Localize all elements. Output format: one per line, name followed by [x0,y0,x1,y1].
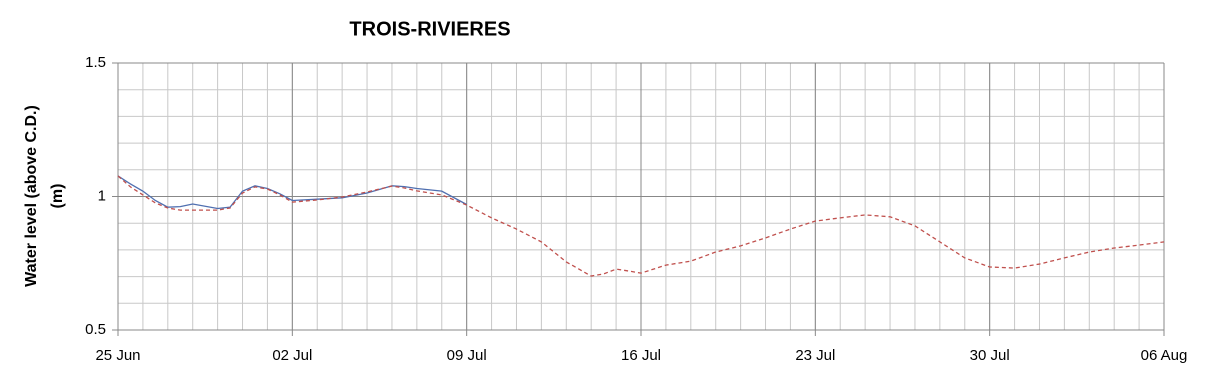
y-axis-label: Water level (above C.D.) [23,105,40,287]
y-tick-label: 1 [98,187,106,204]
x-tick-label: 30 Jul [970,347,1010,364]
x-tick-label: 25 Jun [95,347,140,364]
x-tick-label: 09 Jul [447,347,487,364]
x-tick-label: 23 Jul [795,347,835,364]
chart-title: TROIS-RIVIERES [349,18,510,40]
x-tick-label: 16 Jul [621,347,661,364]
series-line [117,175,1165,277]
series-line [117,175,467,210]
y-tick-label: 0.5 [85,321,106,338]
y-axis-label: (m) [49,184,66,209]
x-tick-label: 02 Jul [272,347,312,364]
x-tick-label: 06 Aug [1141,347,1188,364]
y-tick-label: 1.5 [85,54,106,71]
